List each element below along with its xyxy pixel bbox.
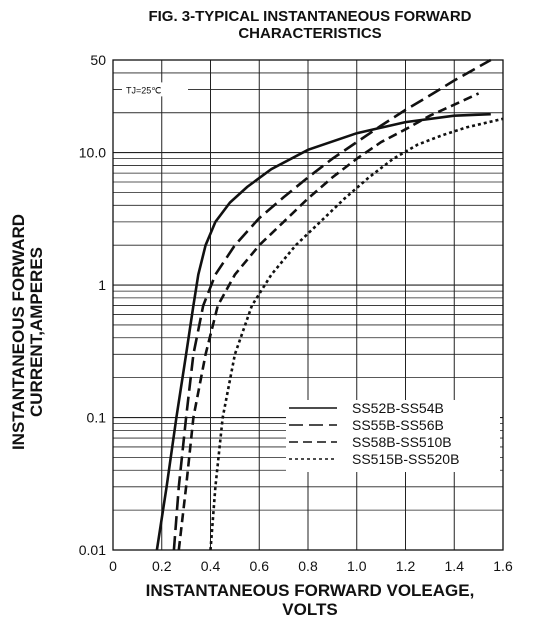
chart-subtitle: CHARACTERISTICS bbox=[238, 25, 382, 42]
y-axis-label: INSTANTANEOUS FORWARD bbox=[9, 214, 28, 450]
x-tick-label: 1.4 bbox=[445, 558, 465, 574]
x-tick-label: 0.2 bbox=[152, 558, 172, 574]
x-tick-label: 1.0 bbox=[347, 558, 367, 574]
y-tick-label: 0.1 bbox=[87, 410, 107, 426]
y-tick-label: 10.0 bbox=[79, 145, 106, 161]
series-line bbox=[155, 112, 491, 551]
y-tick-label: 0.01 bbox=[79, 542, 106, 558]
x-tick-label: 1.2 bbox=[396, 558, 416, 574]
x-tick-label: 0.4 bbox=[201, 558, 221, 574]
series-line bbox=[172, 58, 492, 551]
plot-frame bbox=[112, 59, 504, 551]
series-line bbox=[177, 92, 480, 551]
tick-labels: 0 0.2 0.4 0.6 0.8 1.0 1.2 1.4 1.6 0.01 0.1 1 10.0 50 bbox=[79, 52, 513, 574]
chart-title: FIG. 3-TYPICAL INSTANTANEOUS FORWARD bbox=[148, 8, 472, 25]
legend-label: SS58B-SS510B bbox=[352, 434, 452, 450]
legend: SS52B-SS54BSS55B-SS56BSS58B-SS510BSS515B… bbox=[286, 400, 500, 472]
annotation: TJ=25℃ bbox=[122, 82, 188, 97]
x-tick-label: 0 bbox=[109, 558, 117, 574]
tj-annotation: TJ=25℃ bbox=[126, 85, 161, 95]
legend-label: SS515B-SS520B bbox=[352, 451, 459, 467]
x-axis-label-line2: VOLTS bbox=[282, 600, 337, 619]
legend-label: SS52B-SS54B bbox=[352, 400, 444, 416]
x-tick-label: 1.6 bbox=[493, 558, 513, 574]
legend-box bbox=[286, 400, 500, 472]
x-tick-label: 0.6 bbox=[250, 558, 270, 574]
y-tick-label: 50 bbox=[90, 52, 106, 68]
legend-label: SS55B-SS56B bbox=[352, 417, 444, 433]
x-tick-label: 0.8 bbox=[298, 558, 318, 574]
y-tick-label: 1 bbox=[98, 277, 106, 293]
series-layer bbox=[155, 58, 504, 551]
x-axis-label: INSTANTANEOUS FORWARD VOLEAGE, bbox=[146, 581, 475, 600]
series-line bbox=[209, 117, 504, 551]
y-axis-label-line2: CURRENT,AMPERES bbox=[27, 247, 46, 417]
